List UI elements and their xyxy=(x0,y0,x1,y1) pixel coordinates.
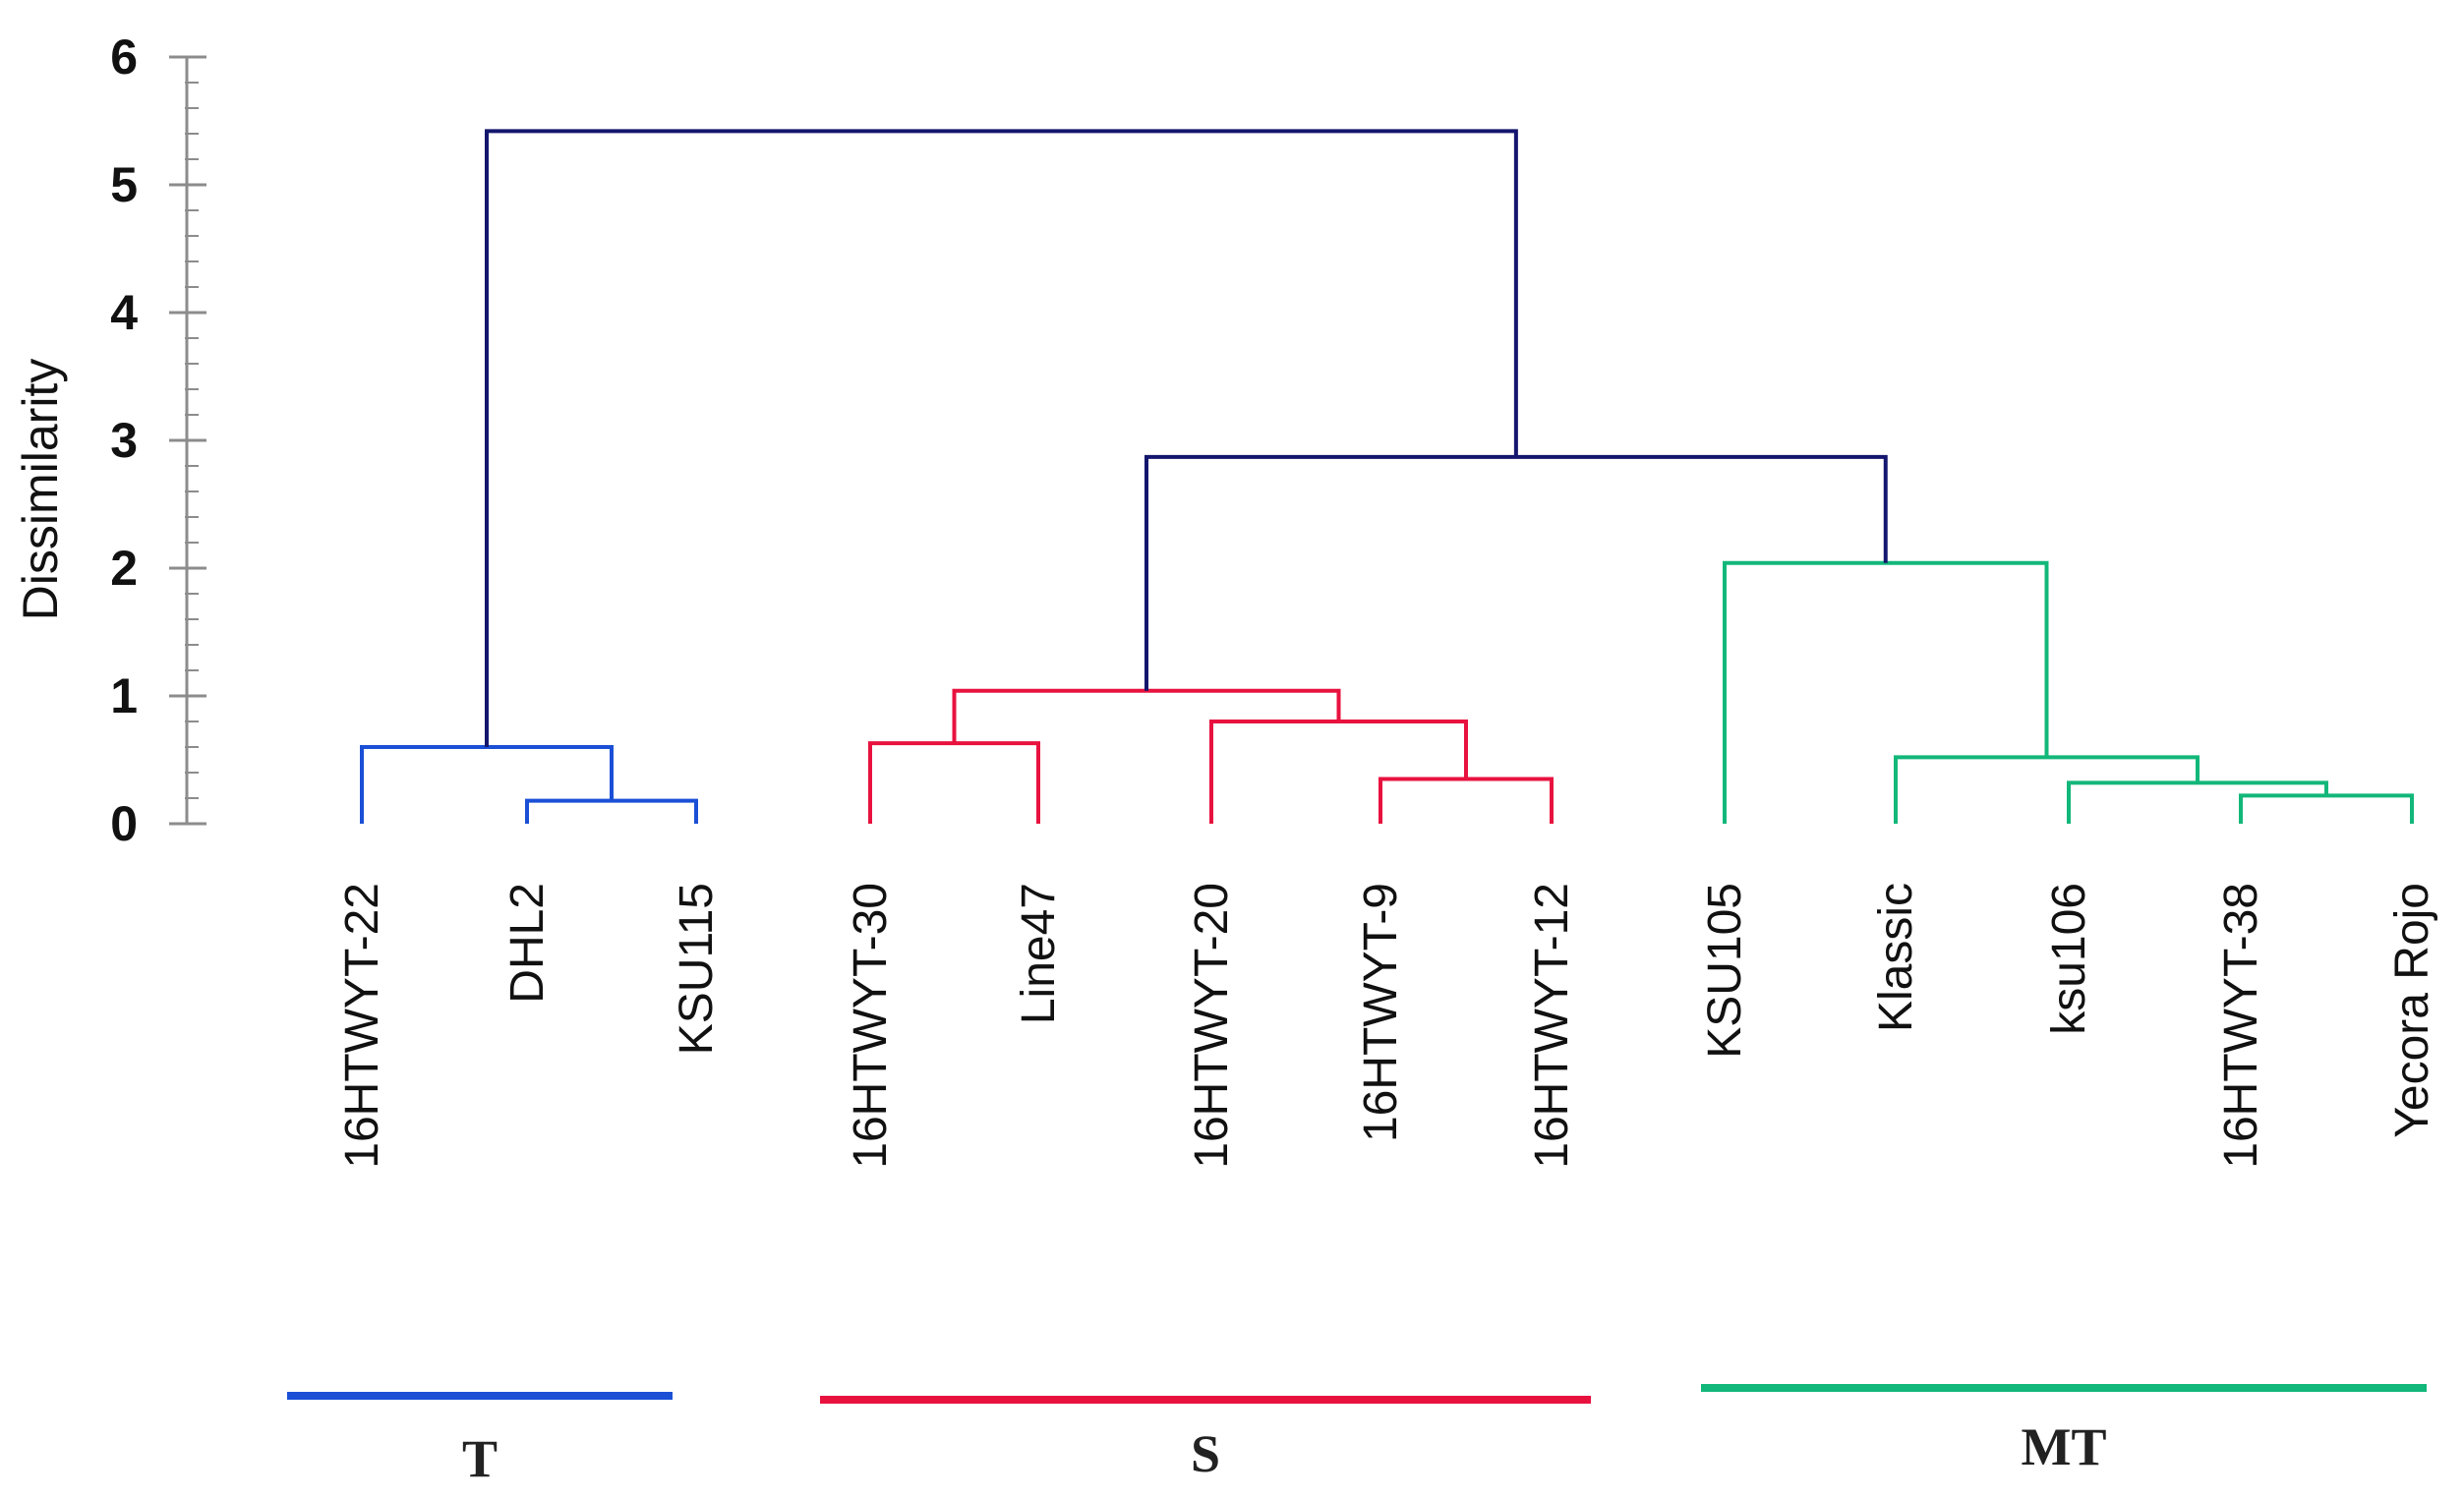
merge-link-mt xyxy=(1894,755,2200,824)
leaf-label: 16HTWYT-20 xyxy=(1186,883,1238,1169)
merge-link-s xyxy=(952,688,1341,744)
merge-link-s xyxy=(868,741,1040,824)
y-tick-label: 6 xyxy=(110,29,138,85)
y-tick-label: 4 xyxy=(110,285,138,340)
leaf-label: DHL2 xyxy=(501,883,554,1004)
leaf-label: KSU105 xyxy=(1699,883,1751,1059)
cluster-label-t: T xyxy=(462,1429,498,1488)
y-tick-label: 2 xyxy=(110,541,138,596)
y-tick-label: 3 xyxy=(110,413,138,468)
merge-link-t xyxy=(525,798,698,824)
leaf-label: Yecora Rojo xyxy=(2386,883,2438,1138)
merge-link-s xyxy=(1209,720,1468,824)
leaf-label: ksu106 xyxy=(2043,883,2095,1035)
leaf-label: KSU115 xyxy=(671,883,723,1055)
leaf-label: 16HTWYT-12 xyxy=(1526,883,1578,1169)
y-tick-label: 5 xyxy=(110,157,138,212)
merge-link-s xyxy=(1379,777,1554,824)
dendrogram-links xyxy=(360,129,2414,824)
merge-link-mt xyxy=(2067,780,2328,824)
leaf-label: 16HTWYT-22 xyxy=(336,883,388,1169)
leaf-label: Line47 xyxy=(1013,883,1065,1024)
leaf-label: 16HTWYT-38 xyxy=(2215,883,2267,1169)
leaf-label: 16HTWYT-9 xyxy=(1355,883,1407,1142)
cluster-label-mt: MT xyxy=(2022,1417,2107,1476)
merge-link-mt xyxy=(1723,560,2049,824)
leaf-label: 16HTWYT-30 xyxy=(845,883,897,1169)
merge-link-t xyxy=(360,745,614,824)
y-tick-label: 1 xyxy=(110,668,138,723)
y-axis: 0 1 2 3 4 5 6 xyxy=(110,29,206,851)
merge-link-root xyxy=(1144,454,1888,691)
merge-link-root xyxy=(485,129,1518,747)
leaf-labels: 16HTWYT-22 DHL2 KSU115 16HTWYT-30 Line47 16HT… xyxy=(336,883,2438,1169)
cluster-groups: T S MT xyxy=(287,1384,2427,1488)
y-tick-label: 0 xyxy=(110,796,138,851)
merge-link-mt xyxy=(2239,793,2414,824)
y-axis-title: Dissimilarity xyxy=(13,359,68,621)
leaf-label: Klassic xyxy=(1870,883,1922,1032)
cluster-label-s: S xyxy=(1191,1424,1220,1483)
